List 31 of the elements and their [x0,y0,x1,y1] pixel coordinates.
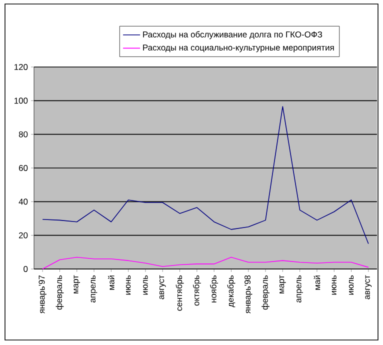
y-tick-label: 120 [14,64,28,70]
x-tick-label: июнь [126,275,131,295]
y-tick-label: 100 [14,98,28,104]
legend-label: Расходы на социально-культурные мероприятия [143,44,334,52]
y-tick-label: 20 [18,232,28,238]
y-tick-label: 40 [18,198,28,205]
x-tick-label: октябрь [192,275,201,306]
x-tick-label: апрель [296,275,303,302]
x-tick-label: май [108,276,114,290]
x-tick-label: декабрь [227,275,236,308]
x-tick-label: ноябрь [210,275,218,302]
x-tick-label: февраль [56,275,64,310]
legend-label: Расходы на обслуживание долга по ГКО-ОФЗ [143,31,322,40]
x-tick-label: март [280,275,286,294]
x-tick-label: февраль [262,275,270,310]
x-tick-label: июнь [332,275,336,295]
x-tick-label: июль [143,275,148,295]
x-tick-label: март [74,275,80,294]
x-tick-label: январь'97 [38,275,46,314]
x-tick-label: август [365,275,372,300]
x-tick-label: июль [348,275,354,295]
x-tick-label: апрель [90,275,98,302]
x-tick-label: август [159,275,166,300]
y-tick-label: 0 [24,266,28,272]
x-tick-label: январь'98 [244,275,252,314]
x-tick-label: сентябрь [176,275,184,311]
x-tick-label: май [314,276,320,290]
y-tick-label: 60 [18,165,28,171]
line-series [42,256,369,270]
y-tick-label: 80 [18,131,28,138]
line-series [42,106,369,244]
